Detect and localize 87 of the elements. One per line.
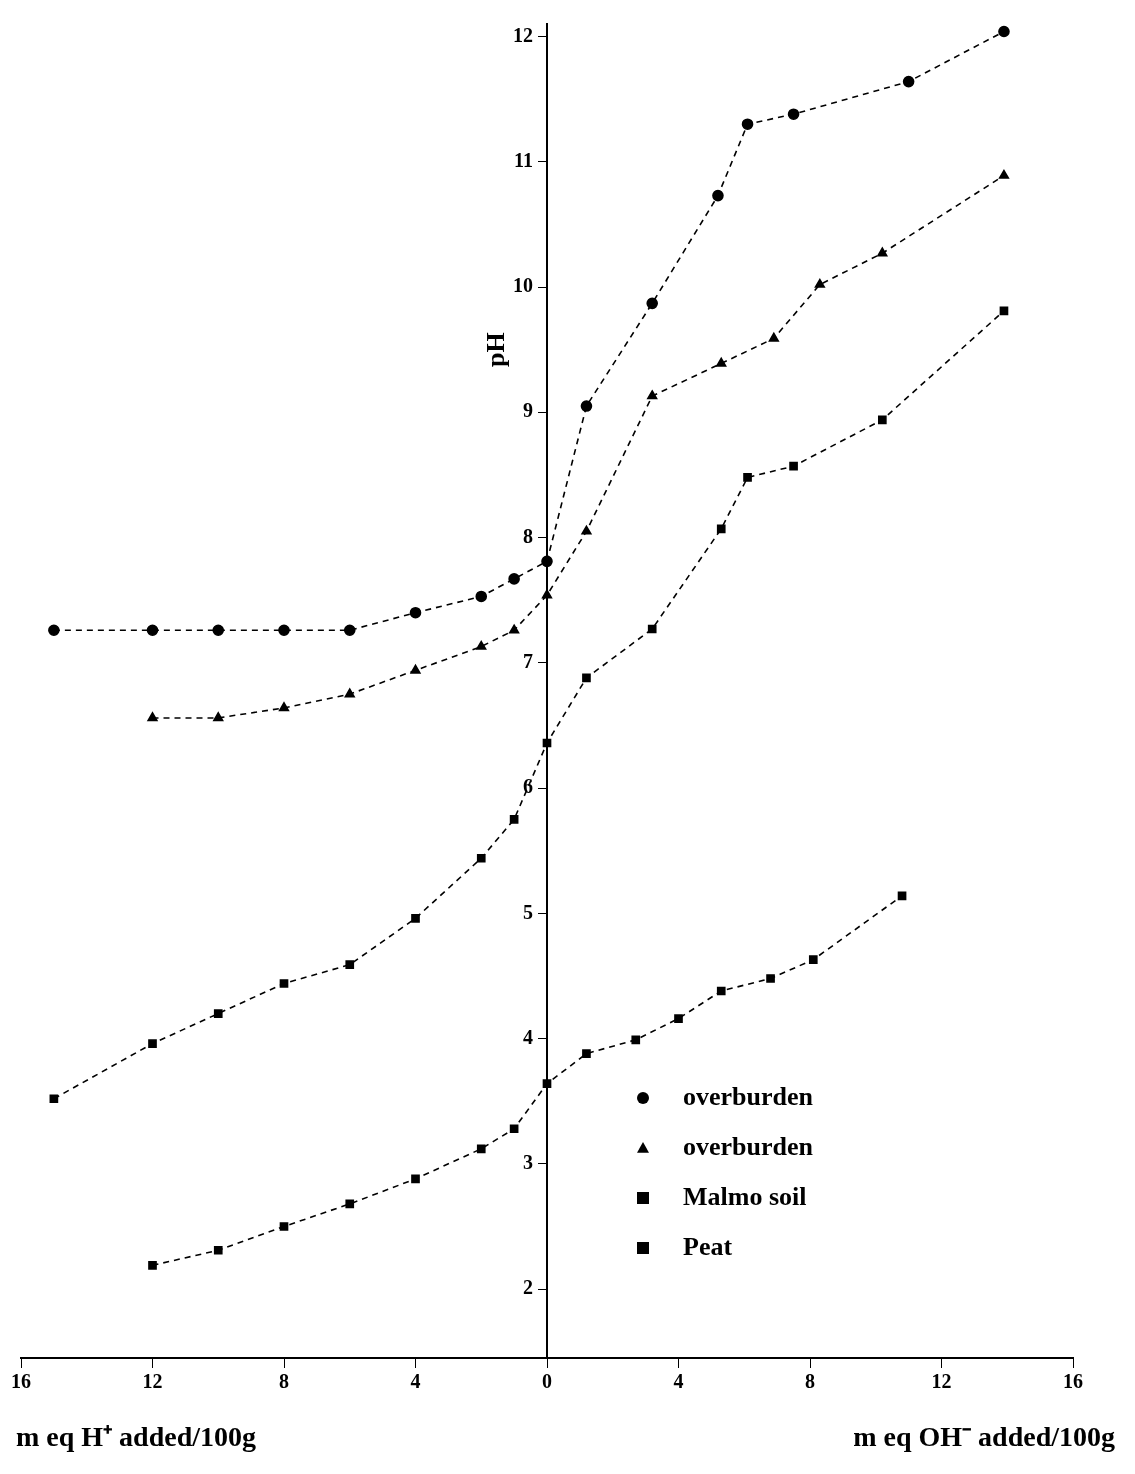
- point: [877, 415, 887, 425]
- x-tick-label: 4: [410, 1370, 421, 1393]
- legend-label: overburden: [683, 1081, 814, 1111]
- y-tick-label: 6: [523, 775, 533, 798]
- point: [476, 640, 487, 650]
- y-tick-label: 9: [523, 399, 533, 422]
- point: [631, 1035, 641, 1045]
- point: [476, 1144, 486, 1154]
- point: [902, 75, 915, 88]
- point: [411, 914, 420, 923]
- point: [582, 673, 591, 683]
- legend-label: Peat: [683, 1231, 733, 1261]
- legend-label: Malmo soil: [683, 1181, 807, 1211]
- point: [712, 189, 724, 202]
- point: [542, 1079, 552, 1089]
- point: [49, 1094, 59, 1104]
- x-tick-label: 4: [673, 1370, 684, 1393]
- point: [541, 555, 553, 568]
- point: [716, 524, 726, 534]
- point: [345, 1199, 355, 1209]
- point: [716, 357, 727, 367]
- point: [48, 624, 60, 637]
- point: [410, 664, 421, 674]
- text: m eq OH⁻ added/100g: [853, 1421, 1115, 1452]
- point: [213, 1245, 223, 1255]
- y-tick-label: 4: [523, 1025, 533, 1048]
- point: [278, 702, 290, 712]
- point: [998, 169, 1010, 179]
- y-tick-label: 8: [523, 524, 533, 547]
- point: [509, 815, 519, 824]
- point: [475, 590, 488, 603]
- point: [344, 688, 355, 698]
- point: [787, 108, 800, 120]
- point: [674, 1014, 683, 1023]
- y-tick-label: 2: [523, 1276, 533, 1299]
- point: [509, 1124, 519, 1134]
- point: [646, 297, 658, 310]
- point: [808, 955, 818, 965]
- point: [148, 1039, 157, 1048]
- point: [580, 400, 593, 412]
- point: [509, 624, 520, 634]
- point: [476, 853, 486, 863]
- point: [768, 332, 779, 342]
- point: [647, 624, 657, 634]
- point: [146, 624, 159, 637]
- point: [409, 606, 422, 619]
- y-tick-label: 7: [523, 649, 533, 672]
- point: [508, 573, 520, 585]
- point: [213, 712, 224, 722]
- point: [877, 247, 888, 257]
- y-tick-label: 5: [523, 900, 533, 923]
- point: [582, 1049, 591, 1058]
- point: [148, 1260, 157, 1270]
- x-tick-label: 8: [805, 1370, 815, 1393]
- x-tick-label: 16: [1063, 1370, 1083, 1393]
- x-tick-label: 0: [542, 1370, 552, 1393]
- point: [279, 1222, 289, 1231]
- y-axis-title: pH: [480, 332, 510, 368]
- point: [147, 712, 158, 722]
- legend-label: overburden: [683, 1131, 814, 1161]
- point: [998, 25, 1010, 38]
- x-tick-label: 8: [279, 1370, 289, 1393]
- point: [345, 960, 355, 970]
- point: [716, 986, 726, 996]
- point: [279, 979, 289, 988]
- point: [343, 624, 356, 637]
- point: [541, 589, 553, 599]
- point: [743, 473, 752, 482]
- point: [897, 891, 907, 901]
- x-tick-label: 16: [11, 1370, 31, 1393]
- point: [581, 525, 592, 535]
- point: [647, 390, 658, 400]
- point: [213, 1009, 223, 1018]
- y-tick-label: 12: [513, 23, 533, 46]
- point: [766, 974, 775, 983]
- x-tick-label: 12: [931, 1370, 952, 1393]
- x-tick-label: 12: [142, 1370, 163, 1393]
- text: m eq H⁺ added/100g: [16, 1421, 257, 1452]
- y-tick-label: 3: [523, 1151, 533, 1174]
- y-tick-label: 11: [514, 148, 533, 171]
- point: [789, 461, 798, 471]
- point: [814, 278, 825, 288]
- point: [741, 118, 754, 131]
- point: [411, 1174, 420, 1184]
- point: [278, 624, 290, 637]
- y-tick-label: 10: [513, 274, 533, 297]
- point: [212, 624, 225, 637]
